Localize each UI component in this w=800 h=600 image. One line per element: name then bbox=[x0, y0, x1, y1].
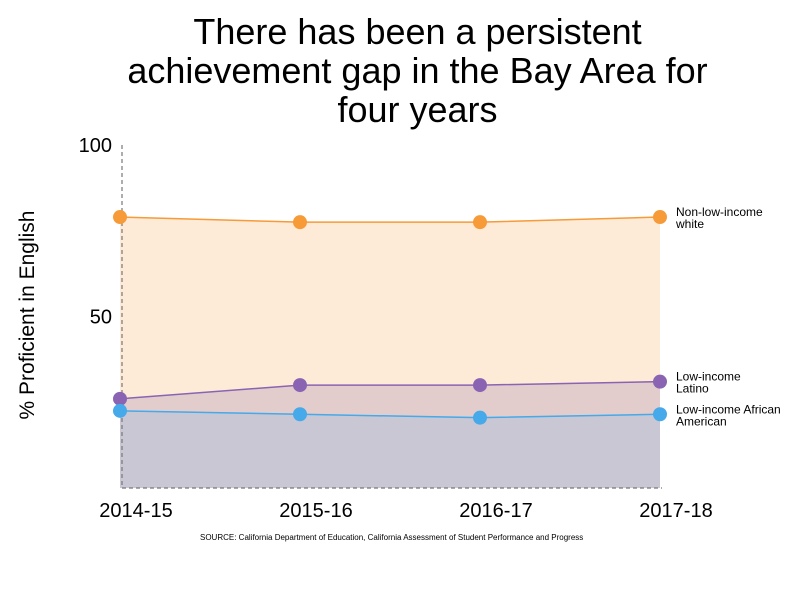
source-note: SOURCE: California Department of Educati… bbox=[200, 533, 584, 542]
area-band-2 bbox=[120, 410, 660, 488]
data-point-2-2 bbox=[473, 410, 487, 425]
data-point-2-3 bbox=[653, 407, 667, 422]
data-point-2-0 bbox=[113, 403, 127, 418]
series-label-0: Non-low-income white bbox=[675, 205, 763, 231]
series-line-0 bbox=[119, 216, 661, 223]
y-tick-label-0: 100 bbox=[79, 135, 112, 157]
data-point-0-2 bbox=[473, 215, 487, 230]
series-label-1: Low-income Latino bbox=[676, 370, 741, 396]
area-band-0 bbox=[120, 217, 660, 399]
data-point-1-0 bbox=[113, 391, 127, 406]
data-point-0-1 bbox=[293, 215, 307, 230]
data-point-0-3 bbox=[653, 210, 667, 225]
area-band-1 bbox=[120, 381, 660, 418]
chart-title-line-3: four years bbox=[337, 89, 498, 130]
x-tick-label-0: 2014-15 bbox=[99, 500, 172, 522]
data-point-0-0 bbox=[113, 210, 127, 225]
y-tick-label-1: 50 bbox=[90, 307, 112, 329]
data-point-2-1 bbox=[293, 407, 307, 422]
data-point-1-1 bbox=[293, 378, 307, 393]
series-line-1 bbox=[119, 380, 661, 400]
data-point-1-2 bbox=[473, 378, 487, 393]
chart-title: There has been a persistent achievement … bbox=[40, 12, 795, 129]
series-line-2 bbox=[119, 410, 661, 419]
series-label-2: Low-income African American bbox=[676, 402, 781, 428]
data-point-1-3 bbox=[653, 374, 667, 389]
chart-title-line-1: There has been a persistent bbox=[193, 11, 642, 52]
x-tick-label-3: 2017-18 bbox=[639, 500, 712, 522]
x-tick-label-2: 2016-17 bbox=[459, 500, 532, 522]
x-tick-label-1: 2015-16 bbox=[279, 500, 352, 522]
chart-title-line-2: achievement gap in the Bay Area for bbox=[127, 50, 708, 91]
